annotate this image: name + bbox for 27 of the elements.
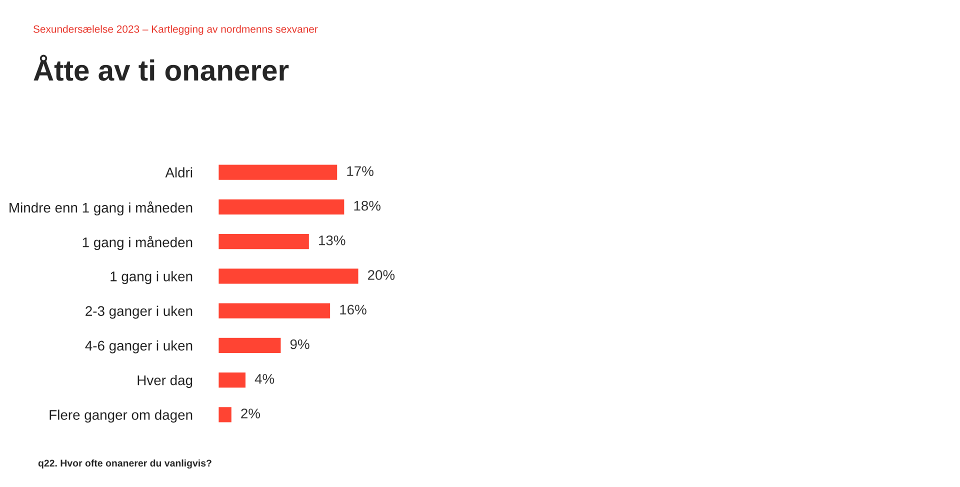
bar xyxy=(218,371,247,390)
y-tick-label: Aldri xyxy=(165,167,192,178)
bar xyxy=(218,267,360,286)
data-label: 13% xyxy=(319,235,346,246)
chart-title: Åtte av ti onanerer xyxy=(34,54,289,81)
y-tick-label: Mindre enn 1 gang i måneden xyxy=(10,201,192,216)
y-tick-label: 4-6 ganger i uken xyxy=(85,340,192,354)
data-label: 18% xyxy=(354,200,380,211)
data-label: 4% xyxy=(254,374,274,384)
data-label: 2% xyxy=(241,408,260,418)
y-tick-label: Hver dag xyxy=(138,375,192,388)
data-label: 17% xyxy=(347,166,374,176)
bar xyxy=(218,232,310,251)
y-tick-label: Flere ganger om dagen xyxy=(50,410,192,423)
text: q22. Hvor ofte onanerer du vanligvis? xyxy=(38,459,212,469)
data-label: 9% xyxy=(290,339,310,350)
bar xyxy=(218,198,346,216)
data-label: 20% xyxy=(368,270,395,280)
y-tick-label: 1 gang i måneden xyxy=(82,236,192,250)
bar xyxy=(218,163,339,182)
y-tick-label: 2-3 ganger i uken xyxy=(86,306,192,319)
data-label: 16% xyxy=(340,304,366,315)
chart-subtitle: Sexundersælelse 2023 – Kartlegging av nordmenns sexvaner xyxy=(33,25,318,35)
bar xyxy=(218,406,233,424)
bar xyxy=(218,336,282,354)
y-tick-label: 1 gang i uken xyxy=(110,271,192,284)
bar xyxy=(218,302,332,320)
